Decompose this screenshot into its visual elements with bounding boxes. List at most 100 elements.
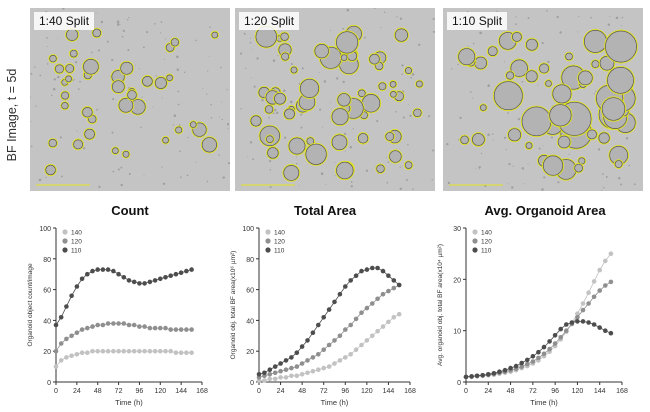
organoid xyxy=(154,76,167,90)
debris-speck xyxy=(210,116,213,119)
debris-speck xyxy=(135,65,136,67)
debris-speck xyxy=(218,154,220,156)
organoid-outline xyxy=(388,80,398,89)
data-point xyxy=(321,365,326,371)
debris-speck xyxy=(143,174,145,176)
series-110 xyxy=(256,265,402,377)
debris-speck xyxy=(517,118,520,121)
organoid xyxy=(487,46,498,57)
x-tick-label: 168 xyxy=(616,388,628,395)
debris-speck xyxy=(222,176,225,179)
organoid xyxy=(92,28,102,38)
data-point xyxy=(131,348,137,354)
chart-count: 0 20 40 60 80 100 0 24 48 72 96 120 144 168 Time (h) Or… xyxy=(27,226,208,407)
organoid-outline xyxy=(600,96,627,122)
organoid xyxy=(378,82,387,91)
legend-marker xyxy=(62,238,68,244)
organoid-outline xyxy=(83,127,96,141)
data-point xyxy=(184,327,189,332)
data-point xyxy=(289,373,294,379)
data-point xyxy=(294,350,300,355)
data-point xyxy=(463,374,469,380)
debris-speck xyxy=(601,189,603,191)
data-point xyxy=(105,348,111,354)
legend-label: 120 xyxy=(71,239,82,246)
organoid xyxy=(493,81,523,111)
data-point xyxy=(95,322,100,328)
organoid-outline xyxy=(82,57,100,76)
data-point xyxy=(530,359,536,364)
organoid-outline xyxy=(492,80,524,112)
debris-speck xyxy=(252,158,255,160)
organoid-outline xyxy=(403,160,414,170)
debris-speck xyxy=(346,8,350,12)
data-point xyxy=(283,367,289,372)
data-point xyxy=(541,351,547,357)
debris-speck xyxy=(243,32,246,35)
debris-speck xyxy=(163,58,165,60)
organoid-outline xyxy=(524,141,534,150)
debris-speck xyxy=(269,186,272,189)
data-point xyxy=(126,278,132,283)
data-point xyxy=(564,322,569,327)
organoid xyxy=(112,147,119,155)
debris-speck xyxy=(387,161,390,163)
organoid xyxy=(606,66,634,94)
y-tick-label: 40 xyxy=(246,318,254,325)
organoid xyxy=(389,150,402,163)
data-point xyxy=(278,368,283,374)
image-panel-1-20: 1:20 Split xyxy=(235,8,435,191)
data-point xyxy=(64,355,69,360)
organoid xyxy=(48,138,58,148)
debris-speck xyxy=(431,179,433,181)
data-point xyxy=(536,355,541,361)
data-point xyxy=(79,327,85,332)
organoid-outline xyxy=(44,163,57,177)
data-point xyxy=(90,348,95,354)
data-point xyxy=(289,355,294,360)
debris-speck xyxy=(602,173,604,175)
data-point xyxy=(316,352,321,357)
data-point xyxy=(591,294,597,300)
debris-speck xyxy=(76,130,78,132)
data-point xyxy=(69,353,74,359)
organoid xyxy=(604,30,637,63)
debris-speck xyxy=(472,97,474,99)
debris-speck xyxy=(427,115,430,118)
data-point xyxy=(299,361,305,366)
organoid-outline xyxy=(153,76,168,90)
data-point xyxy=(53,322,59,328)
data-point xyxy=(370,333,375,339)
data-point xyxy=(131,322,137,328)
data-point xyxy=(353,316,359,322)
debris-speck xyxy=(121,35,124,38)
organoid xyxy=(521,106,552,137)
legend-label: 110 xyxy=(274,248,285,255)
data-point xyxy=(380,291,386,297)
organoid xyxy=(335,31,359,54)
organoid xyxy=(479,104,487,111)
organoid xyxy=(586,129,597,140)
debris-speck xyxy=(219,116,221,118)
data-point xyxy=(100,348,106,354)
debris-speck xyxy=(284,136,287,139)
debris-speck xyxy=(251,48,253,50)
data-point xyxy=(137,324,142,329)
x-tick-label: 144 xyxy=(594,388,606,395)
organoid xyxy=(525,38,539,51)
organoid-outline xyxy=(287,136,307,156)
debris-speck xyxy=(521,167,525,170)
data-point xyxy=(603,328,608,333)
organoid-outline xyxy=(258,124,281,148)
data-point xyxy=(513,363,519,369)
legend-marker xyxy=(472,229,478,235)
debris-speck xyxy=(79,80,81,83)
data-point xyxy=(586,301,591,306)
debris-speck xyxy=(467,45,469,47)
debris-speck xyxy=(621,16,624,19)
organoid xyxy=(122,150,130,158)
x-tick-label: 48 xyxy=(298,388,306,395)
debris-speck xyxy=(386,157,387,159)
data-point xyxy=(519,360,524,366)
debris-speck xyxy=(603,187,605,189)
